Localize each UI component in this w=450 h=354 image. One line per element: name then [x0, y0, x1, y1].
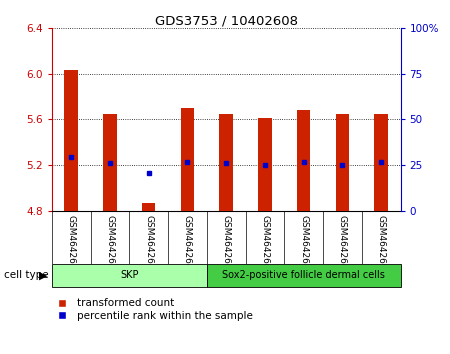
Text: cell type: cell type	[4, 270, 49, 280]
Text: GSM464269: GSM464269	[377, 215, 386, 269]
Text: ▶: ▶	[39, 270, 47, 280]
Title: GDS3753 / 10402608: GDS3753 / 10402608	[155, 14, 297, 27]
Bar	[336, 114, 349, 211]
Legend: transformed count, percentile rank within the sample: transformed count, percentile rank withi…	[50, 297, 254, 322]
Bar	[207, 264, 400, 287]
Bar	[258, 118, 272, 211]
Bar	[52, 264, 207, 287]
Text: SKP: SKP	[120, 270, 139, 280]
Text: GSM464264: GSM464264	[183, 215, 192, 269]
Text: Sox2-positive follicle dermal cells: Sox2-positive follicle dermal cells	[222, 270, 385, 280]
Bar	[103, 114, 117, 211]
Text: GSM464263: GSM464263	[144, 215, 153, 269]
Text: GSM464262: GSM464262	[105, 215, 114, 269]
Bar	[297, 110, 310, 211]
Text: GSM464261: GSM464261	[67, 215, 76, 269]
Text: GSM464265: GSM464265	[221, 215, 230, 269]
Bar	[142, 202, 155, 211]
Text: GSM464267: GSM464267	[299, 215, 308, 269]
Bar	[219, 114, 233, 211]
Text: GSM464268: GSM464268	[338, 215, 347, 269]
Text: GSM464266: GSM464266	[261, 215, 270, 269]
Bar	[64, 70, 78, 211]
Bar	[374, 114, 388, 211]
Bar	[180, 108, 194, 211]
